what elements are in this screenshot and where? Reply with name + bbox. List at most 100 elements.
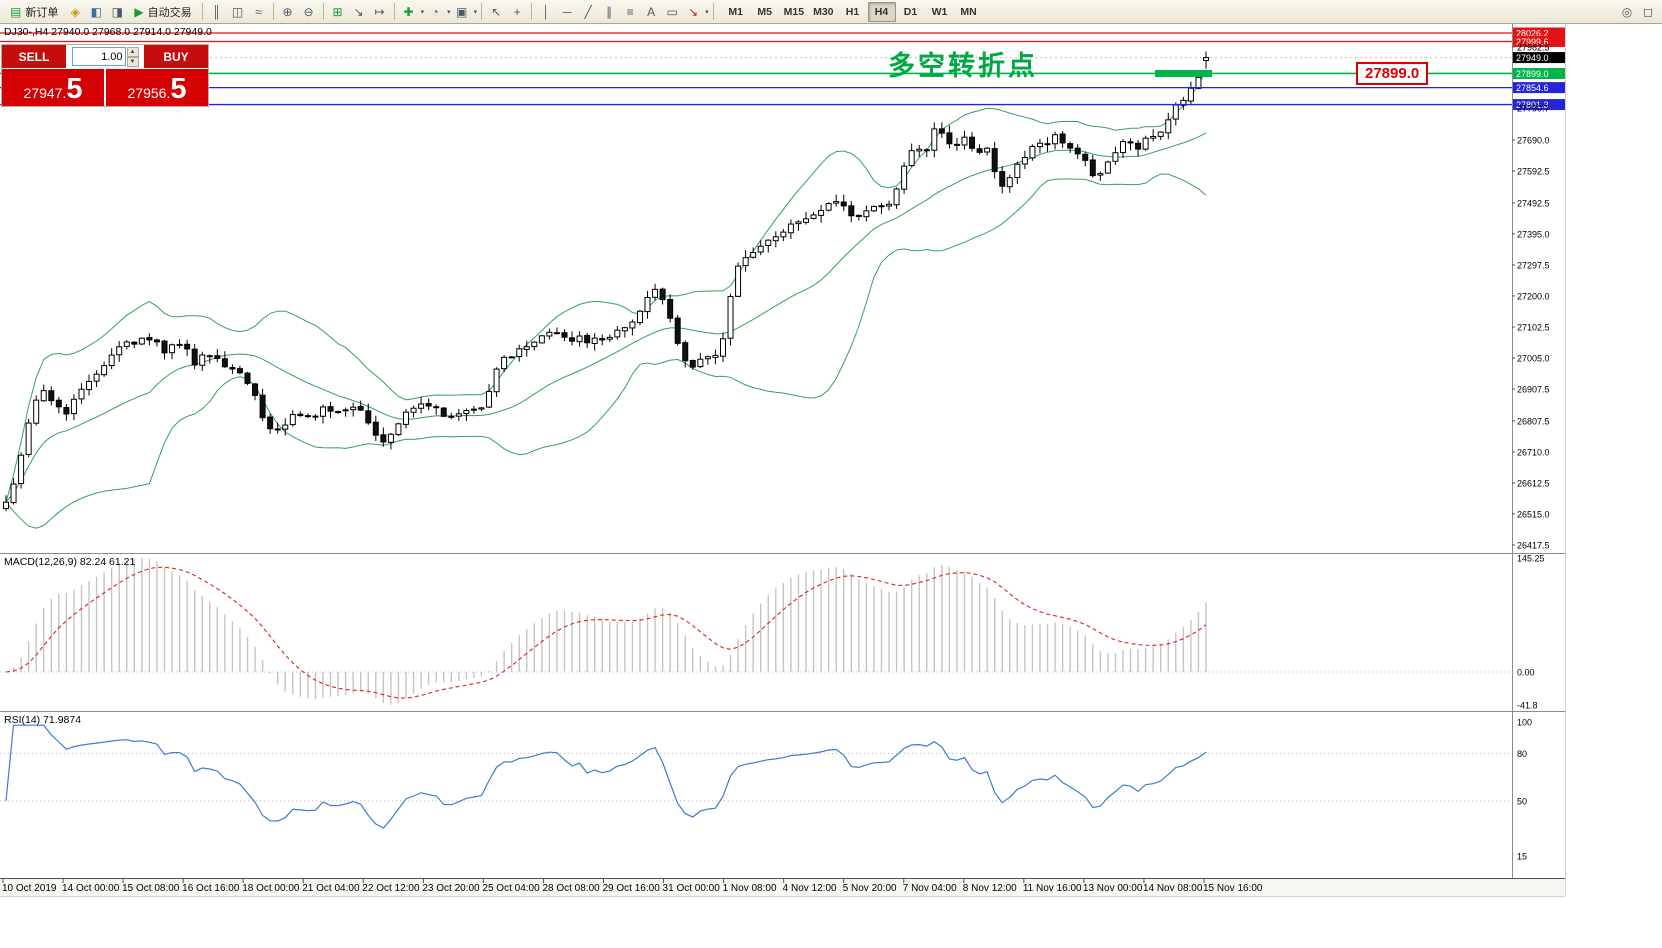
timeframe-button-m30[interactable]: M30 bbox=[813, 5, 834, 18]
timeframe-button-h1[interactable]: H1 bbox=[845, 5, 860, 18]
svg-text:31 Oct 00:00: 31 Oct 00:00 bbox=[663, 883, 721, 894]
candlestick-chart-icon[interactable]: ◫ bbox=[231, 4, 244, 19]
trendline-icon[interactable]: ╱ bbox=[584, 4, 592, 19]
svg-text:27005.0: 27005.0 bbox=[1517, 354, 1550, 364]
svg-text:27982.5: 27982.5 bbox=[1517, 42, 1550, 52]
svg-text:100: 100 bbox=[1517, 718, 1532, 728]
svg-text:7 Nov 04:00: 7 Nov 04:00 bbox=[903, 883, 957, 894]
timeframe-button-w1[interactable]: W1 bbox=[931, 5, 948, 18]
price-levels[interactable] bbox=[0, 32, 1512, 106]
time-axis[interactable]: 10 Oct 2019 14 Oct 00:00 15 Oct 08:00 16 Oc… bbox=[2, 878, 1263, 894]
symbol-info-line: DJ30-,H4 27940.0 27968.0 27914.0 27949.0 bbox=[4, 26, 212, 38]
add-indicator-icon[interactable]: ✚ bbox=[403, 4, 414, 19]
svg-text:8 Nov 12:00: 8 Nov 12:00 bbox=[963, 883, 1017, 894]
sell-price-big: 5 bbox=[66, 73, 83, 105]
toolbar-separator bbox=[322, 3, 324, 20]
play-icon: ▶ bbox=[134, 4, 144, 19]
price-flag-label: 27899.0 bbox=[1356, 62, 1429, 85]
svg-text:26710.0: 26710.0 bbox=[1517, 447, 1550, 457]
periods-icon[interactable]: ◔ bbox=[431, 4, 439, 19]
svg-text:13 Nov 00:00: 13 Nov 00:00 bbox=[1083, 883, 1143, 894]
panel-frame[interactable] bbox=[0, 24, 1566, 897]
crosshair-icon[interactable]: + bbox=[513, 4, 521, 19]
svg-text:26907.5: 26907.5 bbox=[1517, 385, 1550, 395]
buy-button[interactable]: BUY bbox=[144, 45, 208, 68]
rsi-label: RSI(14) 71.9874 bbox=[4, 714, 82, 726]
tile-windows-icon[interactable]: ⊞ bbox=[332, 4, 343, 19]
timeframe-group: M1 M5 M15 M30 H1 H4 D1 W1 MN bbox=[722, 1, 983, 22]
label-tool-icon[interactable]: ▭ bbox=[666, 4, 678, 19]
svg-text:27297.5: 27297.5 bbox=[1517, 260, 1550, 270]
new-order-icon: ▤ bbox=[10, 4, 22, 19]
svg-text:5 Nov 20:00: 5 Nov 20:00 bbox=[843, 883, 897, 894]
svg-text:26807.5: 26807.5 bbox=[1517, 416, 1550, 426]
svg-text:28026.2: 28026.2 bbox=[1516, 29, 1549, 39]
timeframe-button-h4[interactable]: H4 bbox=[867, 1, 896, 22]
svg-text:14 Oct 00:00: 14 Oct 00:00 bbox=[62, 883, 120, 894]
svg-text:27592.5: 27592.5 bbox=[1517, 167, 1550, 177]
arrow-tool-icon[interactable]: ↘ bbox=[688, 4, 699, 19]
horizontal-line-icon[interactable]: ─ bbox=[562, 4, 572, 19]
new-window-icon[interactable]: ◻ bbox=[1643, 4, 1653, 19]
chevron-down-icon[interactable]: ▾ bbox=[447, 8, 451, 16]
svg-text:27102.5: 27102.5 bbox=[1517, 322, 1550, 332]
text-tool-icon[interactable]: A bbox=[647, 4, 656, 19]
templates-icon[interactable]: ▣ bbox=[455, 4, 468, 19]
lightning-icon[interactable]: ◈ bbox=[70, 4, 80, 19]
svg-text:14 Nov 08:00: 14 Nov 08:00 bbox=[1143, 883, 1203, 894]
svg-text:27949.0: 27949.0 bbox=[1516, 53, 1549, 63]
channel-icon[interactable]: ∥ bbox=[606, 4, 613, 19]
auto-trading-button[interactable]: ▶ 自动交易 bbox=[128, 0, 197, 23]
chart-shift-icon[interactable]: ↦ bbox=[374, 4, 385, 19]
auto-scroll-icon[interactable]: ↘ bbox=[353, 4, 364, 19]
timeframe-button-m15[interactable]: M15 bbox=[783, 5, 805, 18]
svg-text:18 Oct 00:00: 18 Oct 00:00 bbox=[242, 883, 300, 894]
svg-text:21 Oct 04:00: 21 Oct 04:00 bbox=[302, 883, 360, 894]
zoom-out-icon[interactable]: ⊖ bbox=[303, 4, 314, 19]
svg-text:27690.0: 27690.0 bbox=[1517, 136, 1550, 146]
chevron-down-icon[interactable]: ▾ bbox=[420, 8, 425, 16]
sell-button[interactable]: SELL bbox=[2, 45, 66, 68]
svg-text:0.00: 0.00 bbox=[1517, 668, 1535, 678]
line-chart-icon[interactable]: ≈ bbox=[255, 4, 262, 19]
svg-text:27801.3: 27801.3 bbox=[1516, 100, 1549, 110]
rsi-indicator bbox=[0, 724, 1512, 829]
macd-indicator bbox=[0, 558, 1512, 705]
volume-up-button[interactable]: ▲ bbox=[126, 46, 139, 57]
toolbar: ▤ 新订单 ◈ ◧ ◨ ▶ 自动交易 ║ ◫ ≈ ⊕ ⊖ ⊞ ↘ ↦ ✚ ▾ ◔… bbox=[0, 0, 1662, 24]
svg-text:27200.0: 27200.0 bbox=[1517, 291, 1550, 301]
svg-text:26515.0: 26515.0 bbox=[1517, 509, 1550, 519]
magnifier-icon[interactable]: ◎ bbox=[1621, 4, 1633, 19]
new-order-button[interactable]: ▤ 新订单 bbox=[4, 0, 64, 23]
svg-text:-41.8: -41.8 bbox=[1517, 700, 1538, 710]
volume-down-button[interactable]: ▼ bbox=[126, 56, 139, 67]
auto-trading-label: 自动交易 bbox=[147, 6, 192, 19]
sell-price[interactable]: 27947. 5 bbox=[2, 69, 104, 106]
chevron-down-icon[interactable]: ▾ bbox=[473, 8, 478, 16]
fibonacci-icon[interactable]: ≡ bbox=[626, 4, 634, 19]
bar-chart-icon[interactable]: ║ bbox=[212, 4, 221, 19]
svg-text:22 Oct 12:00: 22 Oct 12:00 bbox=[362, 883, 420, 894]
toolbar-separator bbox=[393, 3, 395, 20]
vertical-line-icon[interactable]: │ bbox=[542, 4, 550, 19]
zoom-in-icon[interactable]: ⊕ bbox=[282, 4, 293, 19]
chart-annotation-text: 多空转折点 bbox=[888, 51, 1038, 81]
toolbar-separator bbox=[531, 3, 533, 20]
cursor-icon[interactable]: ↖ bbox=[491, 4, 502, 19]
svg-text:26612.5: 26612.5 bbox=[1517, 478, 1550, 488]
timeframe-button-mn[interactable]: MN bbox=[960, 5, 977, 18]
svg-text:29 Oct 16:00: 29 Oct 16:00 bbox=[603, 883, 661, 894]
svg-text:15 Oct 08:00: 15 Oct 08:00 bbox=[122, 883, 180, 894]
svg-text:26417.5: 26417.5 bbox=[1517, 541, 1550, 551]
volume-input[interactable] bbox=[71, 47, 126, 66]
users-icon[interactable]: ◧ bbox=[90, 4, 103, 19]
chevron-down-icon[interactable]: ▾ bbox=[705, 8, 709, 16]
timeframe-button-d1[interactable]: D1 bbox=[903, 5, 918, 18]
buy-price[interactable]: 27956. 5 bbox=[106, 69, 208, 106]
speaker-icon[interactable]: ◨ bbox=[111, 4, 124, 19]
svg-text:80: 80 bbox=[1517, 749, 1527, 759]
timeframe-button-m1[interactable]: M1 bbox=[728, 5, 743, 18]
timeframe-button-m5[interactable]: M5 bbox=[757, 5, 772, 18]
